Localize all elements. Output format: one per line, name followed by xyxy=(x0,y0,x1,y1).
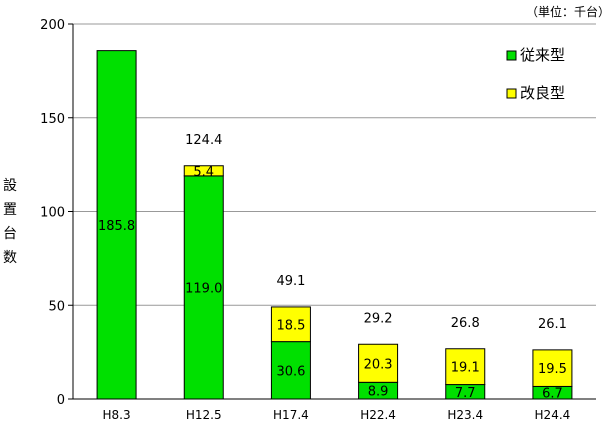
segment-data-label: 5.4 xyxy=(193,165,214,180)
segment-data-label: 19.5 xyxy=(538,362,567,377)
bar-total-label: 29.2 xyxy=(364,311,393,326)
gridlines xyxy=(72,23,596,400)
y-tick-label: 0 xyxy=(57,393,65,408)
bar-segment-conventional xyxy=(183,175,224,400)
x-category-label: H17.4 xyxy=(273,408,309,422)
y-axis-label-char: 置 xyxy=(3,202,17,218)
legend-swatch xyxy=(506,88,517,99)
x-category-label: H8.3 xyxy=(103,408,131,422)
segment-data-label: 119.0 xyxy=(185,281,222,296)
bar-segment-conventional xyxy=(270,341,311,400)
bar-segment-improved xyxy=(358,343,399,383)
x-category-label: H12.5 xyxy=(186,408,222,422)
x-category-label: H24.4 xyxy=(535,408,571,422)
y-axis-label-char: 設 xyxy=(3,178,17,194)
bar-total-label: 124.4 xyxy=(185,133,222,148)
bar-total-label: 26.1 xyxy=(538,317,567,332)
segment-data-label: 6.7 xyxy=(542,387,563,402)
y-tick-label: 100 xyxy=(40,206,65,221)
segment-data-label: 30.6 xyxy=(276,364,305,379)
segment-data-label: 8.9 xyxy=(368,385,389,400)
bar-total-label: 26.8 xyxy=(451,316,480,331)
y-axis-label-char: 台 xyxy=(3,226,17,242)
x-category-label: H23.4 xyxy=(447,408,483,422)
segment-data-label: 18.5 xyxy=(276,318,305,333)
bar-segment-improved xyxy=(445,348,486,386)
bar-total-label: 49.1 xyxy=(276,274,305,289)
bar-segment-improved xyxy=(532,349,573,387)
unit-note: （単位：千台） xyxy=(526,4,610,19)
legend-label: 改良型 xyxy=(520,84,565,102)
legend-swatch xyxy=(506,50,517,61)
segment-data-label: 20.3 xyxy=(364,357,393,372)
x-category-label: H22.4 xyxy=(360,408,396,422)
segment-data-label: 7.7 xyxy=(455,386,476,401)
y-axis-ticks: 0 50 100 150 200 xyxy=(40,18,73,408)
y-tick-label: 150 xyxy=(40,112,65,127)
y-axis-label-char: 数 xyxy=(3,250,17,266)
y-tick-label: 200 xyxy=(40,18,65,33)
segment-data-label: 185.8 xyxy=(98,219,135,234)
bar-segment-conventional xyxy=(96,50,137,400)
bar-segment-improved xyxy=(270,306,311,343)
segment-data-label: 19.1 xyxy=(451,361,480,376)
bars: 185.8 119.0 5.4 124.4 30.6 18.5 49.1 8.9 20.3 29.… xyxy=(96,50,573,402)
legend-label: 従来型 xyxy=(520,46,565,64)
bar-segment-improved xyxy=(183,165,224,177)
y-tick-label: 50 xyxy=(48,299,65,314)
x-axis-categories: H8.3 H12.5 H17.4 H22.4 H23.4 H24.4 xyxy=(103,408,571,422)
